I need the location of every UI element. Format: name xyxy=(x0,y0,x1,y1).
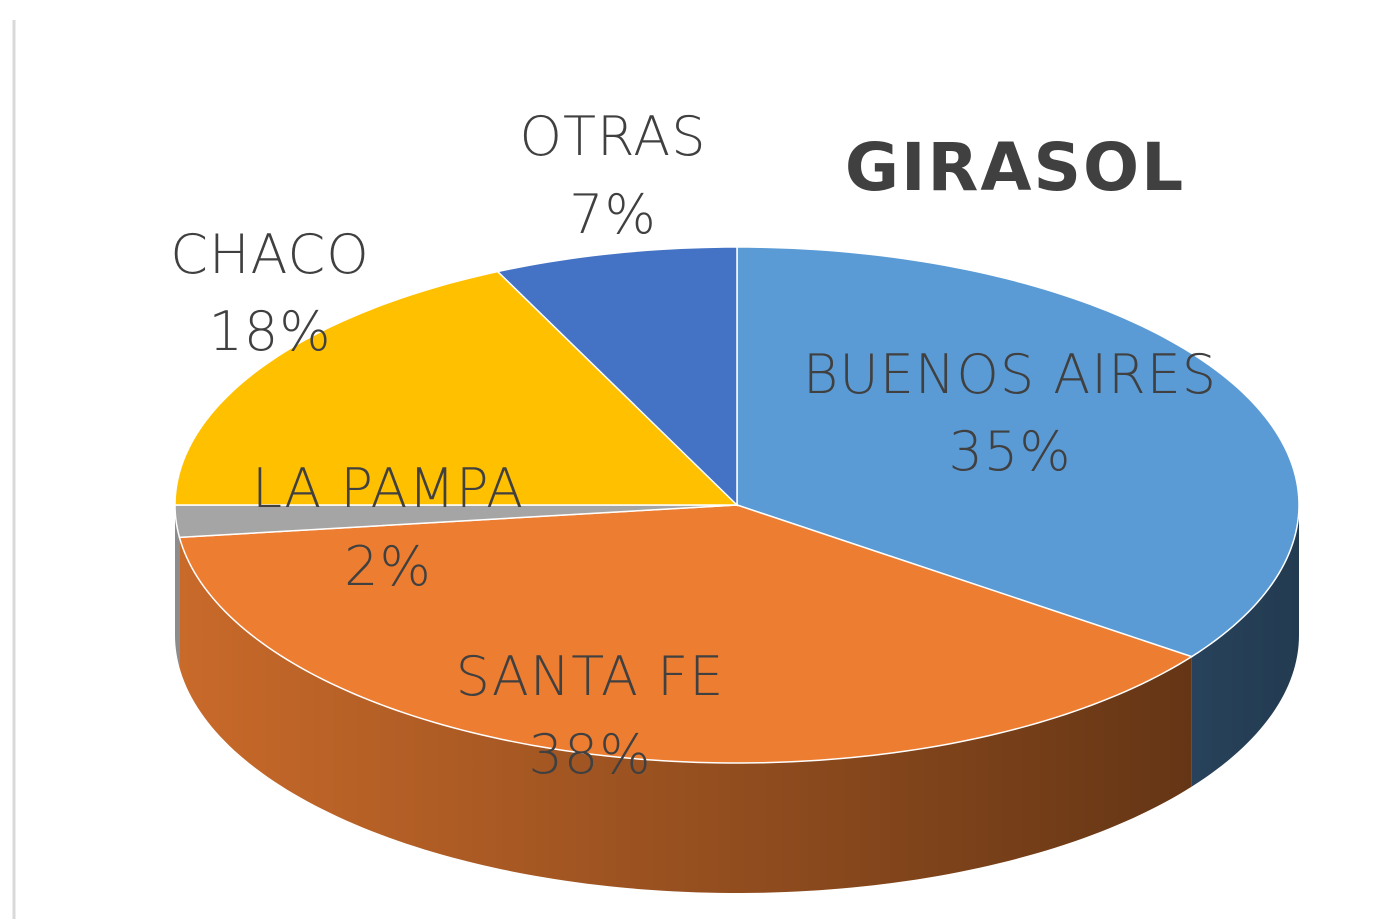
slice xyxy=(736,246,1300,658)
slice-value-label: 2% xyxy=(344,535,432,598)
slice-side xyxy=(175,505,180,668)
pie-sides xyxy=(175,505,1299,893)
slice-label: OTRAS xyxy=(519,105,706,168)
slice-label: LA PAMPA xyxy=(252,457,524,520)
pie-tops xyxy=(174,246,1300,764)
slice-side xyxy=(1191,505,1299,787)
slice xyxy=(174,270,739,506)
slice-value-label: 7% xyxy=(569,183,657,246)
slice-side xyxy=(179,537,1192,893)
slice xyxy=(178,504,1194,764)
labels: BUENOS AIRES 35% SANTA FE 38% LA PAMPA 2% CHAC… xyxy=(170,105,1217,786)
slice-label: CHACO xyxy=(170,223,370,286)
slice-label: BUENOS AIRES xyxy=(803,343,1217,406)
slice-value-label: 18% xyxy=(208,300,331,363)
slice-value-label: 38% xyxy=(528,723,651,786)
slice-value-label: 35% xyxy=(948,420,1071,483)
slice xyxy=(496,246,738,507)
slice-label: SANTA FE xyxy=(456,645,725,708)
chart-title: GIRASOL xyxy=(845,129,1185,206)
slice xyxy=(174,504,738,539)
